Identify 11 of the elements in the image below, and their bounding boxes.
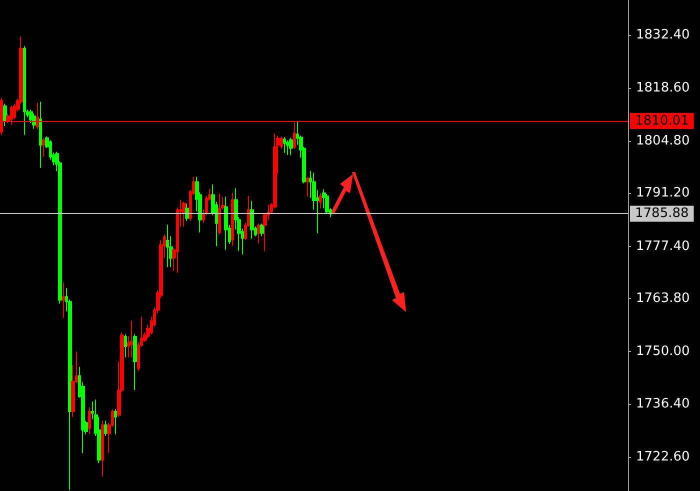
- y-tick-label: 1777.40: [636, 238, 690, 254]
- ref-line-label: 1810.01: [635, 113, 689, 128]
- y-tick-label: 1818.60: [636, 80, 690, 96]
- y-tick-label: 1722.60: [636, 449, 690, 464]
- ref-line-label: 1785.88: [635, 206, 689, 222]
- y-tick-label: 1763.80: [636, 291, 690, 306]
- y-tick-label: 1791.20: [636, 186, 690, 201]
- y-tick-label: 1832.40: [636, 27, 690, 42]
- y-tick-label: 1736.40: [636, 396, 690, 412]
- y-tick-label: 1750.00: [636, 344, 690, 360]
- y-tick-label: 1804.80: [636, 134, 690, 148]
